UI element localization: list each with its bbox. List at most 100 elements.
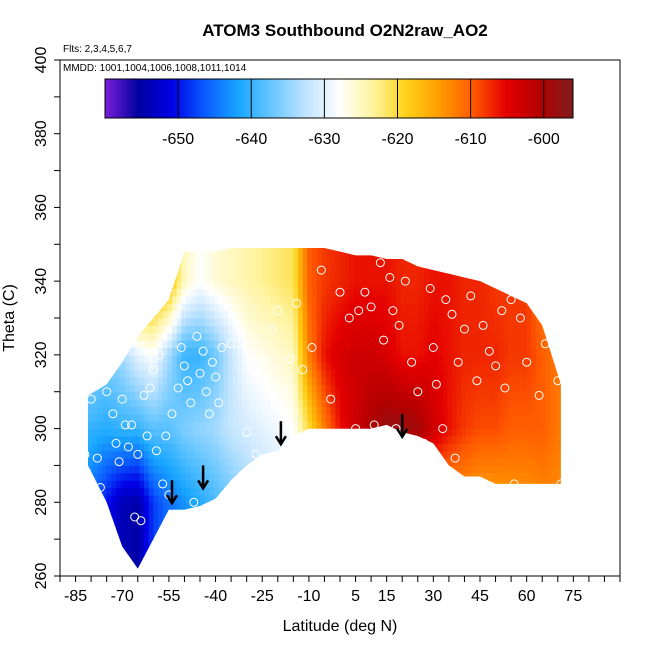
heatmap-cell (134, 450, 140, 459)
heatmap-cell (265, 553, 271, 562)
heatmap-cell (274, 480, 280, 489)
heatmap-cell (382, 354, 388, 363)
heatmap-cell (559, 494, 561, 503)
heatmap-cell (195, 310, 201, 319)
heatmap-cell (190, 561, 196, 569)
heatmap-cell (526, 546, 532, 555)
heatmap-cell (424, 340, 430, 349)
heatmap-cell (116, 332, 122, 341)
heatmap-cell (302, 259, 308, 267)
heatmap-cell (559, 247, 561, 253)
heatmap-cell (246, 487, 252, 496)
heatmap-cell (382, 295, 388, 304)
x-axis: -85 -70 -55 -40 -25 -10 5 15 30 45 60 75 (59, 576, 621, 605)
heatmap-cell (391, 281, 397, 290)
heatmap-cell (153, 376, 159, 385)
heatmap-cell (326, 247, 332, 253)
heatmap-cell (377, 295, 383, 304)
heatmap-cell (162, 325, 168, 334)
heatmap-cell (400, 494, 406, 503)
heatmap-cell (489, 494, 495, 503)
heatmap-cell (97, 472, 103, 481)
heatmap-cell (162, 310, 168, 319)
heatmap-cell (326, 502, 332, 511)
heatmap-cell (326, 281, 332, 290)
heatmap-cell (270, 465, 276, 474)
heatmap-cell (508, 347, 514, 356)
heatmap-cell (424, 288, 430, 297)
heatmap-cell (153, 391, 159, 400)
heatmap-cell (503, 472, 509, 481)
heatmap-cell (554, 332, 560, 341)
heatmap-cell (209, 251, 215, 260)
heatmap-cell (531, 354, 537, 363)
heatmap-cell (176, 332, 182, 341)
heatmap-cell (326, 288, 332, 297)
heatmap-cell (97, 531, 103, 540)
down-arrow (197, 465, 210, 491)
heatmap-cell (265, 376, 271, 385)
heatmap-cell (256, 413, 262, 422)
heatmap-cell (218, 406, 224, 415)
heatmap-cell (186, 458, 192, 467)
heatmap-cell (470, 310, 476, 319)
heatmap-cell (321, 531, 327, 540)
heatmap-cell (349, 288, 355, 297)
heatmap-cell (209, 384, 215, 393)
heatmap-cell (531, 435, 537, 444)
arrow-head (197, 479, 210, 491)
sample-point (170, 313, 180, 323)
heatmap-cell (410, 259, 416, 267)
heatmap-cell (246, 391, 252, 400)
heatmap-cell (106, 406, 112, 415)
heatmap-cell (293, 354, 299, 363)
heatmap-cell (461, 340, 467, 349)
heatmap-cell (461, 546, 467, 555)
heatmap-cell (256, 435, 262, 444)
heatmap-cell (424, 384, 430, 393)
heatmap-cell (288, 539, 294, 548)
heatmap-cell (265, 310, 271, 319)
heatmap-cell (186, 318, 192, 326)
heatmap-cell (512, 561, 518, 569)
heatmap-cell (102, 273, 108, 282)
heatmap-cell (396, 247, 402, 253)
heatmap-cell (480, 288, 486, 297)
heatmap-cell (102, 480, 108, 489)
heatmap-cell (536, 428, 542, 437)
heatmap-cell (382, 273, 388, 282)
heatmap-cell (386, 406, 392, 415)
heatmap-cell (120, 303, 126, 312)
heatmap-cell (270, 531, 276, 540)
heatmap-cell (130, 391, 136, 400)
heatmap-cell (148, 391, 154, 400)
heatmap-cell (517, 288, 523, 297)
heatmap-cell (494, 318, 500, 326)
heatmap-cell (237, 325, 243, 334)
heatmap-cell (559, 531, 561, 540)
heatmap-cell (265, 247, 271, 253)
heatmap-cell (167, 502, 173, 511)
heatmap-cell (260, 406, 266, 415)
heatmap-cell (148, 273, 154, 282)
heatmap-cell (232, 318, 238, 326)
heatmap-cell (396, 273, 402, 282)
heatmap-cell (466, 472, 472, 481)
heatmap-cell (125, 494, 131, 503)
heatmap-cell (354, 332, 360, 341)
heatmap-cell (344, 295, 350, 304)
heatmap-cell (382, 443, 388, 452)
heatmap-cell (144, 266, 150, 275)
heatmap-cell (461, 524, 467, 533)
heatmap-cell (377, 288, 383, 297)
heatmap-cell (400, 376, 406, 385)
colorbar-tick-label: -640 (235, 131, 267, 148)
heatmap-cell (503, 413, 509, 422)
heatmap-cell (289, 569, 294, 577)
heatmap-cell (246, 561, 252, 569)
heatmap-cell (270, 421, 276, 430)
heatmap-cell (330, 487, 336, 496)
heatmap-cell (386, 502, 392, 511)
heatmap-cell (400, 288, 406, 297)
heatmap-cell (106, 487, 112, 496)
